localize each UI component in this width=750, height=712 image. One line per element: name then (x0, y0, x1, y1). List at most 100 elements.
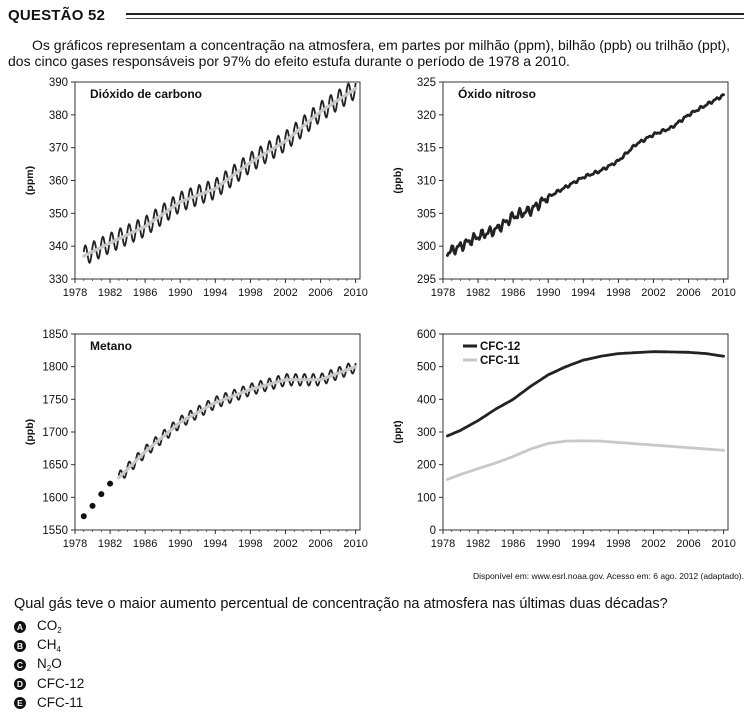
option-text: N2O (37, 656, 62, 673)
option-letter-badge: C (14, 658, 26, 671)
y-tick-label: 305 (417, 208, 436, 220)
option-text: CO2 (37, 618, 62, 635)
chart-3: 1550 1600 1650 1700 1750 1800 1850 1978 1982 1986… (24, 329, 368, 550)
x-tick-label: 2002 (273, 538, 297, 550)
x-tick-label: 1990 (168, 538, 192, 550)
x-tick-label: 1998 (238, 538, 262, 550)
data-point (107, 480, 114, 487)
option-subscript: 2 (57, 626, 62, 635)
y-tick-label: 1850 (42, 329, 68, 341)
option-formula: CFC-12 (37, 676, 85, 691)
x-tick-label: 1982 (466, 287, 490, 299)
x-tick-label: 1986 (133, 538, 157, 550)
chart-2: 295 300 305 310 315 320 325 1978 1982 1986 1990 199… (392, 77, 736, 299)
x-tick-label: 1990 (536, 538, 560, 550)
x-tick-label: 1994 (203, 287, 227, 299)
option-d[interactable]: D CFC-12 (14, 674, 84, 693)
chart-1: 330 340 350 360 370 380 390 1978 1982 1986 1990 199… (24, 77, 368, 299)
option-letter-badge: B (14, 639, 26, 652)
chart-title: Dióxido de carbono (90, 87, 202, 101)
option-letter-badge: E (14, 696, 26, 709)
option-letter-badge: D (14, 677, 26, 690)
option-e[interactable]: E CFC-11 (14, 693, 84, 712)
y-tick-label: 1800 (42, 362, 68, 374)
option-formula-suffix: O (51, 656, 62, 671)
x-tick-label: 2006 (676, 538, 700, 550)
y-tick-label: 1650 (42, 460, 68, 472)
option-text: CFC-12 (37, 676, 84, 691)
y-tick-label: 330 (49, 274, 68, 286)
option-c[interactable]: C N2O (14, 655, 84, 674)
x-tick-label: 1986 (501, 538, 525, 550)
y-tick-label: 300 (417, 427, 436, 439)
series-line-cfc-11 (445, 439, 725, 481)
x-tick-label: 1982 (466, 538, 490, 550)
option-subscript: 2 (46, 664, 52, 673)
series-line-noisy-0 (445, 93, 725, 257)
y-tick-label: 500 (417, 362, 436, 374)
x-tick-label: 1994 (203, 538, 227, 550)
x-tick-label: 1994 (571, 287, 595, 299)
option-formula: CH (37, 637, 57, 652)
x-tick-label: 1986 (133, 287, 157, 299)
y-tick-label: 100 (417, 492, 436, 504)
series-line-seasonal-0 (82, 82, 357, 264)
y-tick-label: 340 (49, 241, 68, 253)
x-tick-label: 2006 (308, 287, 332, 299)
question-intro: Os gráficos representam a concentração n… (8, 37, 746, 69)
x-tick-label: 2002 (641, 538, 665, 550)
option-formula: N (37, 656, 47, 671)
option-a[interactable]: A CO2 (14, 617, 84, 636)
plot-frame (74, 333, 361, 531)
y-tick-label: 350 (49, 208, 68, 220)
x-tick-label: 2006 (308, 538, 332, 550)
x-tick-label: 2010 (343, 538, 367, 550)
y-axis-label: (ppt) (392, 420, 404, 443)
x-tick-label: 1998 (606, 538, 630, 550)
y-tick-label: 300 (417, 241, 436, 253)
y-tick-label: 320 (417, 110, 436, 122)
intro-text: Os gráficos representam a concentração n… (8, 37, 730, 69)
x-tick-label: 1978 (431, 287, 455, 299)
chart-title: Metano (90, 339, 132, 353)
x-tick-label: 1982 (98, 538, 122, 550)
legend-label: CFC-11 (480, 355, 520, 367)
y-tick-label: 1750 (42, 394, 68, 406)
y-tick-label: 295 (417, 274, 436, 286)
chart-4: 0 100 200 300 400 500 600 1978 1982 1986 1990 1994 1… (392, 329, 736, 550)
y-tick-label: 390 (49, 77, 68, 89)
y-tick-label: 380 (49, 110, 68, 122)
x-tick-label: 1994 (571, 538, 595, 550)
chart-title: Óxido nitroso (458, 86, 536, 101)
question-header: QUESTÃO 52 (8, 6, 744, 24)
y-tick-label: 1600 (42, 492, 68, 504)
x-tick-label: 2010 (711, 287, 735, 299)
series-line-trend-1 (117, 365, 358, 480)
option-formula: CFC-11 (37, 695, 84, 710)
data-point (89, 502, 96, 509)
x-tick-label: 2006 (676, 287, 700, 299)
option-subscript: 4 (56, 645, 61, 654)
question-title: QUESTÃO 52 (8, 7, 106, 24)
answer-options: A CO2 B CH4 C N2O D CFC-12 E CFC-11 (14, 617, 84, 712)
x-tick-label: 1978 (63, 538, 87, 550)
y-tick-label: 600 (417, 329, 436, 341)
data-point (98, 491, 105, 498)
x-tick-label: 1990 (168, 287, 192, 299)
series-line-cfc-12 (445, 350, 725, 438)
y-axis-label: (ppb) (24, 419, 36, 445)
y-tick-label: 400 (417, 394, 436, 406)
option-b[interactable]: B CH4 (14, 636, 84, 655)
y-tick-label: 360 (49, 176, 68, 188)
y-tick-label: 1550 (42, 525, 68, 537)
y-tick-label: 0 (430, 525, 436, 537)
charts-figure: 330 340 350 360 370 380 390 1978 1982 1986 1990 199… (24, 77, 736, 550)
x-tick-label: 2010 (343, 287, 367, 299)
x-tick-label: 2010 (711, 538, 735, 550)
source-note: Disponível em: www.esrl.noaa.gov. Acesso… (472, 571, 744, 581)
option-text: CH4 (37, 637, 61, 654)
header-rule-thin (126, 18, 744, 19)
y-tick-label: 315 (417, 143, 436, 155)
data-point (80, 513, 87, 520)
question-prompt: Qual gás teve o maior aumento percentual… (14, 596, 668, 612)
